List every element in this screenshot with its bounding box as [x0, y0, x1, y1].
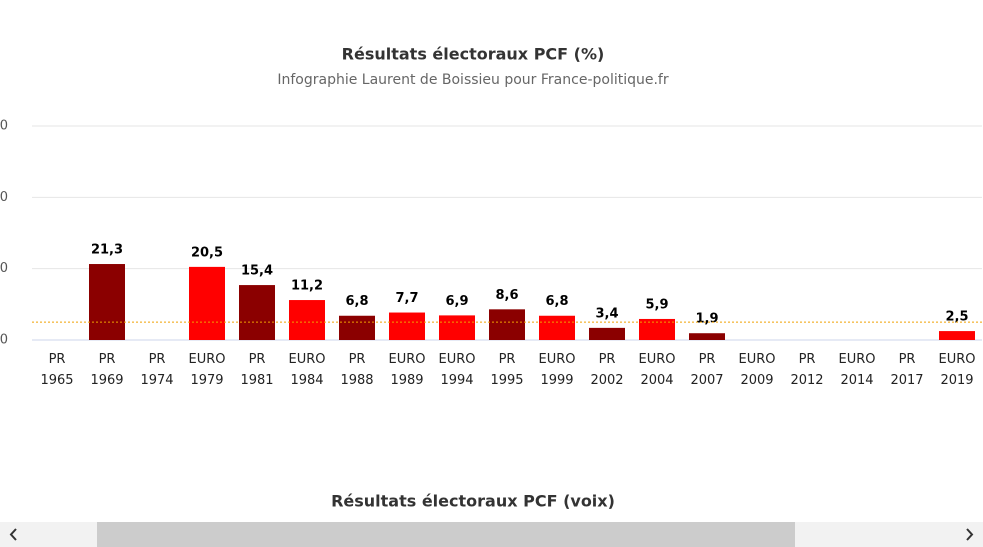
data-label: 6,8	[345, 294, 368, 309]
data-label: 5,9	[645, 297, 668, 312]
x-tick-label: PR 1965	[40, 352, 74, 388]
bar	[189, 266, 225, 340]
x-tick-label: PR 1995	[490, 352, 524, 388]
data-label: 11,2	[291, 279, 323, 294]
data-label: 15,4	[241, 264, 273, 279]
data-label: 21,3	[91, 243, 123, 258]
y-tick-label: 40	[0, 190, 8, 205]
data-label: 6,9	[445, 294, 468, 309]
bar	[339, 315, 375, 340]
data-label: 6,8	[545, 294, 568, 309]
bar	[689, 333, 725, 340]
scroll-thumb[interactable]	[97, 522, 795, 547]
data-label: 2,5	[945, 310, 968, 325]
x-tick-label: EURO 1984	[288, 352, 326, 388]
x-tick-label: EURO 1979	[188, 352, 226, 388]
scrollbar[interactable]	[0, 522, 983, 547]
bar	[489, 309, 525, 340]
x-tick-label: EURO 1999	[538, 352, 576, 388]
chart-subtitle: Infographie Laurent de Boissieu pour Fra…	[277, 72, 668, 88]
bar	[639, 318, 675, 340]
data-label: 3,4	[595, 306, 618, 321]
x-tick-label: PR 1981	[240, 352, 274, 388]
y-tick-label: 0	[0, 333, 8, 348]
x-tick-label: EURO 2014	[838, 352, 876, 388]
y-tick-label: 20	[0, 261, 8, 276]
next-chart-title: Résultats électoraux PCF (voix)	[331, 492, 615, 511]
x-tick-label: PR 2007	[690, 352, 724, 388]
bar	[539, 315, 575, 340]
x-tick-label: EURO 2009	[738, 352, 776, 388]
data-label: 20,5	[191, 245, 223, 260]
x-tick-label: EURO 1989	[388, 352, 426, 388]
x-tick-label: PR 1974	[140, 352, 174, 388]
data-label: 7,7	[395, 291, 418, 306]
bar	[589, 327, 625, 340]
chart-title: Résultats électoraux PCF (%)	[342, 45, 605, 64]
data-label: 1,9	[695, 312, 718, 327]
x-tick-label: EURO 2004	[638, 352, 676, 388]
y-tick-label: 60	[0, 119, 8, 134]
scroll-right-arrow[interactable]	[966, 528, 974, 541]
x-tick-label: PR 2002	[590, 352, 624, 388]
bar	[289, 300, 325, 340]
x-tick-label: PR 1988	[340, 352, 374, 388]
bar	[939, 331, 975, 340]
bar	[439, 315, 475, 340]
x-tick-label: EURO 1994	[438, 352, 476, 388]
bar	[389, 312, 425, 340]
x-tick-label: PR 2012	[790, 352, 824, 388]
scroll-left-arrow[interactable]	[9, 528, 17, 541]
x-tick-label: PR 1969	[90, 352, 124, 388]
bar	[239, 285, 275, 340]
x-tick-label: EURO 2019	[938, 352, 976, 388]
data-label: 8,6	[495, 288, 518, 303]
bar	[89, 264, 125, 340]
x-tick-label: PR 2017	[890, 352, 924, 388]
